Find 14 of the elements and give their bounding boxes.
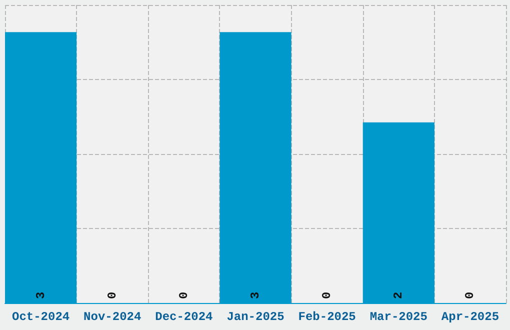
data-label: 0 bbox=[176, 292, 191, 299]
data-label: 0 bbox=[320, 292, 334, 299]
x-tick-label: Nov-2024 bbox=[84, 310, 142, 324]
x-tick-label: Oct-2024 bbox=[12, 310, 70, 324]
x-tick-label: Mar-2025 bbox=[370, 310, 428, 324]
x-tick-label: Dec-2024 bbox=[155, 310, 213, 324]
data-label: 0 bbox=[105, 292, 120, 299]
data-label: 3 bbox=[34, 292, 48, 299]
data-label: 0 bbox=[463, 292, 478, 299]
data-label: 3 bbox=[248, 292, 262, 299]
x-tick-label: Jan-2025 bbox=[226, 310, 284, 324]
x-tick-label: Feb-2025 bbox=[298, 310, 356, 324]
data-label: 2 bbox=[392, 292, 406, 299]
x-tick-label: Apr-2025 bbox=[441, 310, 500, 324]
